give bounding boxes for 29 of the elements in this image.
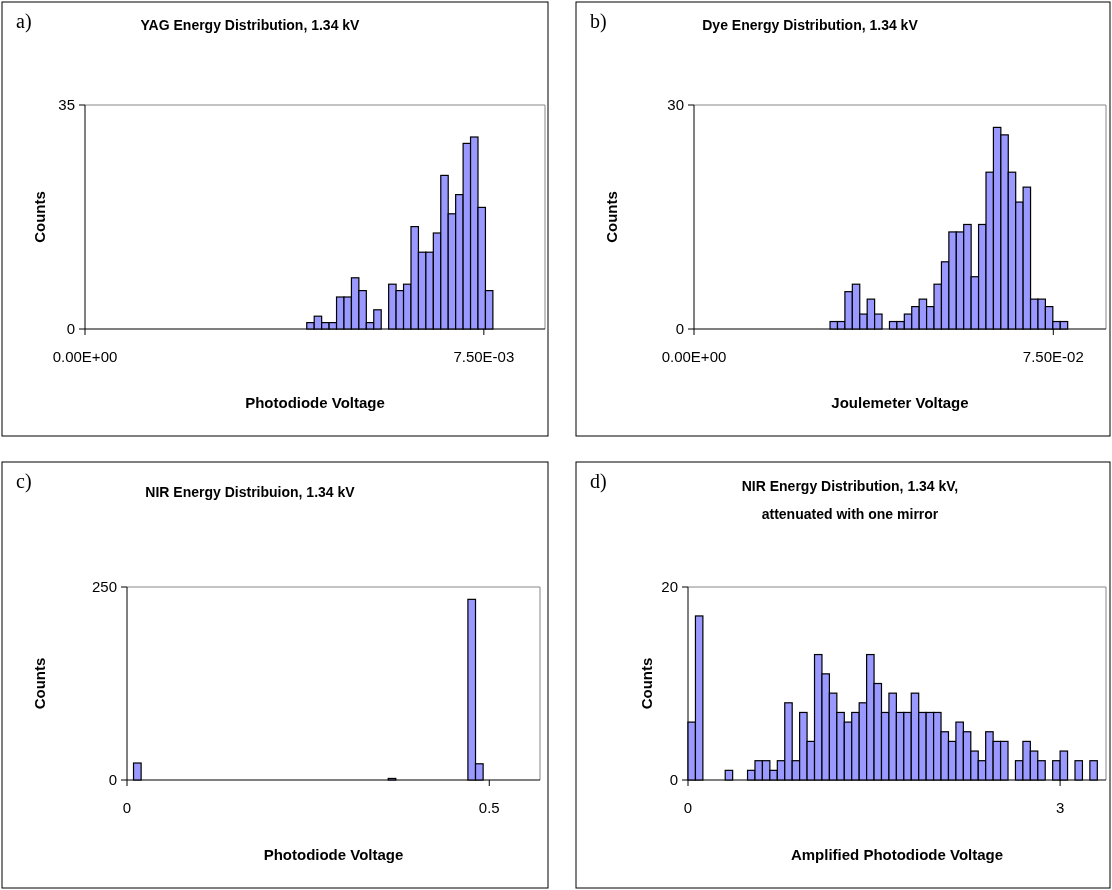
- x-tick-label: 7.50E-03: [453, 348, 515, 365]
- chart-title: YAG Energy Distribution, 1.34 kV: [140, 17, 361, 33]
- text: b): [590, 10, 607, 33]
- y-axis-title: Counts: [603, 191, 620, 243]
- y-axis-title: Counts: [31, 191, 48, 243]
- chart-title: NIR Energy Distribuion, 1.34 kV: [145, 484, 356, 500]
- x-tick-label: 0: [122, 799, 132, 816]
- x-tick-label: 3: [1055, 799, 1065, 816]
- y-axis-title: Counts: [31, 657, 48, 710]
- x-tick-label: 7.50E-02: [1022, 348, 1084, 365]
- chart-title: Dye Energy Distribution, 1.34 kV: [702, 17, 919, 33]
- y-tick-label: 30: [667, 96, 684, 114]
- x-axis-title: Photodiode Voltage: [245, 394, 385, 411]
- x-axis-title: Joulemeter Voltage: [831, 394, 969, 411]
- text: d): [590, 470, 607, 493]
- y-tick-label: 35: [58, 96, 75, 114]
- y-tick-label: 0: [675, 320, 684, 338]
- text: a): [16, 10, 32, 33]
- x-axis-title: Amplified Photodiode Voltage: [790, 846, 1004, 863]
- x-axis-title: Photodiode Voltage: [263, 846, 404, 863]
- y-tick-label: 0: [669, 771, 678, 789]
- y-axis-title: Counts: [638, 657, 655, 710]
- x-tick-label: 0.5: [478, 799, 500, 816]
- y-tick-label: 20: [661, 578, 678, 596]
- text: c): [16, 470, 32, 493]
- x-tick-label: 0.00E+00: [52, 348, 118, 365]
- y-tick-label: 250: [91, 578, 117, 596]
- chart-title: NIR Energy Distribution, 1.34 kV, attenuated with one mirror: [741, 478, 959, 522]
- x-tick-label: 0.00E+00: [661, 348, 727, 365]
